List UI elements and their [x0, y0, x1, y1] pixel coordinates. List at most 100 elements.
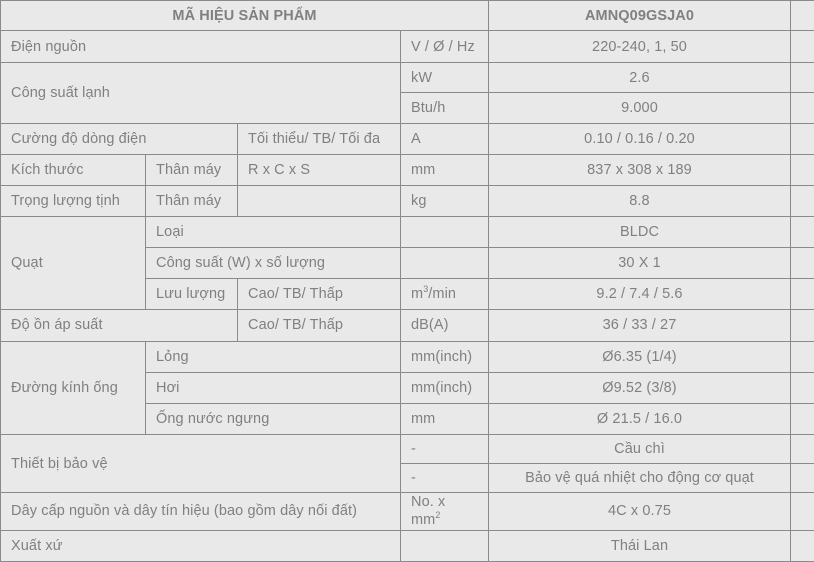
value-pipe-liquid: Ø6.35 (1/4) — [488, 340, 791, 373]
table-row-protection-2: - Bảo vệ quá nhiệt cho động cơ quạt — [1, 463, 814, 494]
unit-protection-1: - — [400, 433, 489, 465]
tail-cell — [790, 122, 814, 155]
unit-pipe-liquid: mm(inch) — [400, 340, 489, 373]
label-power-supply: Điện nguồn — [0, 30, 401, 64]
label-cooling-capacity: Công suất lạnh — [0, 62, 401, 124]
label-sound-pressure: Độ ồn áp suất — [0, 309, 238, 342]
value-cooling-capacity-kw: 2.6 — [488, 62, 791, 94]
sublabel-net-weight-empty — [237, 184, 401, 218]
unit-power-cable-pre: No. x mm — [411, 494, 446, 529]
tail-cell — [790, 92, 814, 124]
unit-power-cable-sup: 2 — [435, 510, 441, 521]
label-fan: Quạt — [0, 215, 146, 311]
header-model: AMNQ09GSJA0 — [488, 0, 791, 32]
value-current: 0.10 / 0.16 / 0.20 — [488, 122, 791, 155]
sublabel-fan-type: Loại — [145, 215, 401, 249]
sublabel-dimensions-wxhxd: R x C x S — [237, 153, 401, 186]
tail-cell — [790, 529, 814, 562]
value-dimensions: 837 x 308 x 189 — [488, 153, 791, 186]
tail-cell — [790, 492, 814, 531]
value-fan-type: BLDC — [488, 215, 791, 249]
sublabel-pipe-gas: Hơi — [145, 371, 401, 404]
sublabel-net-weight-body: Thân máy — [145, 184, 238, 218]
tail-cell — [790, 402, 814, 435]
sublabel-fan-power: Công suất (W) x số lượng — [145, 247, 401, 280]
value-sound-pressure: 36 / 33 / 27 — [488, 309, 791, 342]
value-pipe-gas: Ø9.52 (3/8) — [488, 371, 791, 404]
unit-pipe-drain: mm — [400, 402, 489, 435]
sublabel-pipe-liquid: Lỏng — [145, 340, 401, 373]
label-protection-device: Thiết bị bảo vệ — [0, 433, 401, 494]
value-net-weight: 8.8 — [488, 184, 791, 218]
value-origin: Thái Lan — [488, 529, 791, 562]
tail-cell — [790, 30, 814, 64]
tail-cell — [790, 340, 814, 373]
table-row-fan-airflow: Lưu lượng Cao/ TB/ Thấp m3/min 9.2 / 7.4… — [1, 278, 814, 311]
table-row-net-weight: Trọng lượng tịnh Thân máy kg 8.8 — [0, 184, 814, 218]
unit-fan-airflow: m3/min — [400, 278, 489, 311]
tail-cell — [790, 247, 814, 280]
sublabel-fan-airflow: Lưu lượng — [145, 278, 238, 311]
unit-fan-airflow-post: /min — [428, 286, 457, 303]
unit-fan-power — [400, 247, 489, 280]
table-row-power-supply: Điện nguồn V / Ø / Hz 220-240, 1, 50 — [0, 30, 814, 64]
unit-cooling-capacity-btu: Btu/h — [400, 92, 489, 124]
table-row-protection-1: Thiết bị bảo vệ - Cầu chì — [0, 433, 814, 494]
unit-pipe-gas: mm(inch) — [400, 371, 489, 404]
unit-origin — [400, 529, 489, 562]
tail-cell — [790, 215, 814, 249]
sublabel-current-range: Tối thiểu/ TB/ Tối đa — [237, 122, 401, 155]
label-current: Cường độ dòng điện — [0, 122, 238, 155]
table-row-power-cable: Dây cấp nguồn và dây tín hiệu (bao gồm d… — [0, 492, 814, 531]
value-fan-airflow: 9.2 / 7.4 / 5.6 — [488, 278, 791, 311]
table-header-row: MÃ HIỆU SẢN PHẨM AMNQ09GSJA0 — [0, 0, 814, 32]
sublabel-sound-pressure-range: Cao/ TB/ Thấp — [237, 309, 401, 342]
unit-current: A — [400, 122, 489, 155]
table-row-pipe-drain: Ống nước ngưng mm Ø 21.5 / 16.0 — [1, 402, 814, 435]
table-row-dimensions: Kích thước Thân máy R x C x S mm 837 x 3… — [0, 153, 814, 186]
value-power-supply: 220-240, 1, 50 — [488, 30, 791, 64]
label-power-cable: Dây cấp nguồn và dây tín hiệu (bao gồm d… — [0, 492, 401, 531]
value-fan-power: 30 X 1 — [488, 247, 791, 280]
unit-net-weight: kg — [400, 184, 489, 218]
unit-fan-airflow-pre: m — [411, 286, 424, 303]
sublabel-fan-airflow-range: Cao/ TB/ Thấp — [237, 278, 401, 311]
label-dimensions: Kích thước — [0, 153, 146, 186]
tail-cell — [790, 463, 814, 494]
header-title: MÃ HIỆU SẢN PHẨM — [0, 0, 489, 32]
tail-cell — [790, 371, 814, 404]
unit-power-cable: No. x mm2 — [400, 492, 489, 531]
unit-power-supply: V / Ø / Hz — [400, 30, 489, 64]
tail-cell — [790, 278, 814, 311]
unit-fan-airflow-sup: 3 — [423, 284, 429, 295]
table-row-sound-pressure: Độ ồn áp suất Cao/ TB/ Thấp dB(A) 36 / 3… — [0, 309, 814, 342]
table-row-cooling-capacity-btu: Btu/h 9.000 — [1, 92, 814, 124]
tail-cell — [790, 433, 814, 465]
value-power-cable: 4C x 0.75 — [488, 492, 791, 531]
table-row-origin: Xuất xứ Thái Lan — [0, 529, 814, 562]
unit-cooling-capacity-kw: kW — [400, 62, 489, 94]
label-net-weight: Trọng lượng tịnh — [0, 184, 146, 218]
table-row-fan-power: Công suất (W) x số lượng 30 X 1 — [1, 247, 814, 280]
table-row-pipe-liquid: Đường kính ống Lỏng mm(inch) Ø6.35 (1/4) — [0, 340, 814, 435]
label-pipe-diameter: Đường kính ống — [0, 340, 146, 435]
tail-cell — [790, 62, 814, 94]
header-tail-cell — [790, 0, 814, 32]
tail-cell — [790, 153, 814, 186]
table-row-current: Cường độ dòng điện Tối thiểu/ TB/ Tối đa… — [0, 122, 814, 155]
value-pipe-drain: Ø 21.5 / 16.0 — [488, 402, 791, 435]
unit-sound-pressure: dB(A) — [400, 309, 489, 342]
label-origin: Xuất xứ — [0, 529, 401, 562]
tail-cell — [790, 309, 814, 342]
sublabel-dimensions-body: Thân máy — [145, 153, 238, 186]
value-cooling-capacity-btu: 9.000 — [488, 92, 791, 124]
unit-fan-type — [400, 215, 489, 249]
table-row-cooling-capacity-kw: Công suất lạnh kW 2.6 — [0, 62, 814, 124]
value-protection-1: Cầu chì — [488, 433, 791, 465]
sublabel-pipe-drain: Ống nước ngưng — [145, 402, 401, 435]
value-protection-2: Bảo vệ quá nhiệt cho động cơ quạt — [488, 463, 791, 494]
tail-cell — [790, 184, 814, 218]
unit-dimensions: mm — [400, 153, 489, 186]
unit-protection-2: - — [400, 463, 489, 494]
